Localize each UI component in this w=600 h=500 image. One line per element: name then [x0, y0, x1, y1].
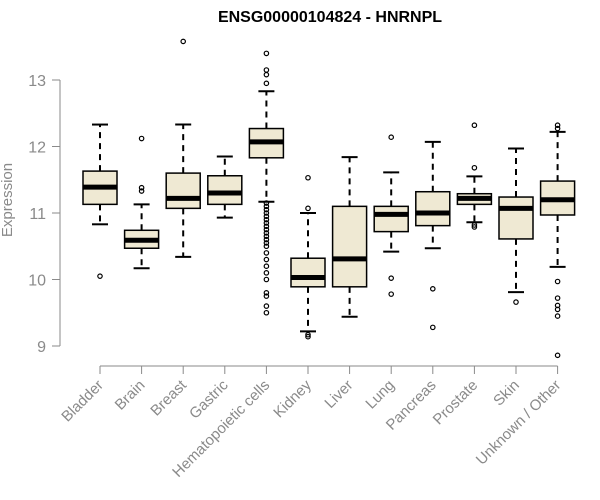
outlier-point	[388, 134, 395, 140]
y-tick-label: 10	[28, 273, 46, 290]
box-pancreas	[415, 140, 451, 331]
iqr-box	[415, 190, 451, 227]
outlier-point	[263, 236, 270, 243]
outlier-point	[263, 263, 270, 270]
box-bladder	[82, 123, 118, 279]
outlier-point	[263, 233, 270, 240]
outlier-point	[263, 303, 270, 309]
outlier-point	[263, 206, 270, 213]
outlier-point	[429, 286, 436, 292]
box-skin	[498, 147, 534, 305]
outlier-point	[263, 289, 270, 296]
outlier-point	[138, 184, 145, 191]
iqr-box	[498, 196, 534, 240]
x-tick-label: Breast	[147, 376, 190, 419]
outlier-point	[263, 240, 270, 246]
outlier-point	[263, 80, 270, 87]
outlier-point	[471, 122, 478, 129]
box-hematopoietic-cells	[248, 50, 285, 316]
outlier-point	[471, 224, 478, 230]
outlier-point	[263, 216, 270, 223]
outlier-point	[554, 125, 561, 132]
outlier-point	[138, 188, 145, 194]
y-tick-label: 12	[28, 140, 46, 157]
outlier-point	[554, 313, 561, 319]
iqr-box	[373, 205, 409, 233]
outlier-point	[263, 220, 270, 226]
iqr-box	[165, 172, 201, 210]
outlier-point	[263, 203, 270, 210]
outlier-point	[263, 243, 270, 250]
outlier-point	[263, 230, 270, 236]
y-tick-label: 13	[28, 73, 46, 90]
outlier-point	[513, 299, 519, 305]
outlier-point	[263, 71, 270, 78]
outlier-point	[554, 122, 561, 129]
x-tick-label: Liver	[321, 377, 356, 412]
box-liver	[331, 156, 368, 318]
y-axis: 9 10 11 12 13	[28, 73, 61, 356]
box-unknown-other	[539, 122, 576, 359]
outlier-point	[554, 295, 561, 301]
y-tick-label: 9	[37, 339, 46, 356]
box-gastric	[207, 155, 243, 219]
iqr-box	[207, 175, 243, 206]
x-tick-label: Kidney	[270, 376, 315, 421]
outlier-point	[263, 50, 270, 57]
outlier-point	[263, 250, 270, 256]
outlier-point	[263, 67, 270, 73]
box-brain	[123, 135, 160, 270]
x-tick-label: Prostate	[430, 377, 482, 429]
outlier-point	[388, 275, 395, 281]
outlier-point	[305, 331, 311, 338]
outlier-point	[263, 309, 270, 316]
box-breast	[165, 38, 201, 258]
outlier-point	[263, 223, 270, 230]
outlier-point	[138, 135, 145, 142]
boxes-group	[82, 38, 576, 359]
x-tick-label: Brain	[112, 377, 149, 414]
outlier-point	[388, 291, 395, 297]
outlier-point	[305, 333, 311, 340]
x-tick-label: Lung	[362, 377, 398, 413]
outlier-point	[263, 270, 270, 276]
box-kidney	[290, 174, 326, 340]
outlier-point	[263, 276, 270, 283]
outlier-point	[263, 213, 270, 220]
outlier-point	[97, 273, 103, 279]
iqr-box	[290, 257, 326, 288]
outlier-point	[554, 352, 561, 359]
outlier-point	[554, 306, 561, 313]
outlier-point	[263, 200, 270, 206]
outlier-point	[263, 256, 270, 263]
chart-title: ENSG00000104824 - HNRNPL	[218, 9, 442, 26]
outlier-point	[554, 278, 561, 285]
y-axis-label: Expression	[0, 163, 16, 237]
outlier-point	[305, 174, 311, 181]
box-lung	[373, 134, 409, 297]
outlier-point	[263, 226, 270, 233]
x-tick-label: Skin	[490, 377, 523, 410]
iqr-box	[331, 205, 368, 288]
outlier-point	[263, 210, 270, 216]
outlier-point	[305, 205, 311, 212]
outlier-point	[263, 293, 270, 299]
x-tick-label: Bladder	[58, 377, 107, 426]
box-prostate	[456, 122, 493, 230]
outlier-point	[471, 164, 478, 171]
outlier-point	[471, 222, 478, 228]
outlier-point	[180, 38, 187, 45]
y-tick-label: 11	[29, 206, 46, 223]
outlier-point	[429, 324, 436, 331]
